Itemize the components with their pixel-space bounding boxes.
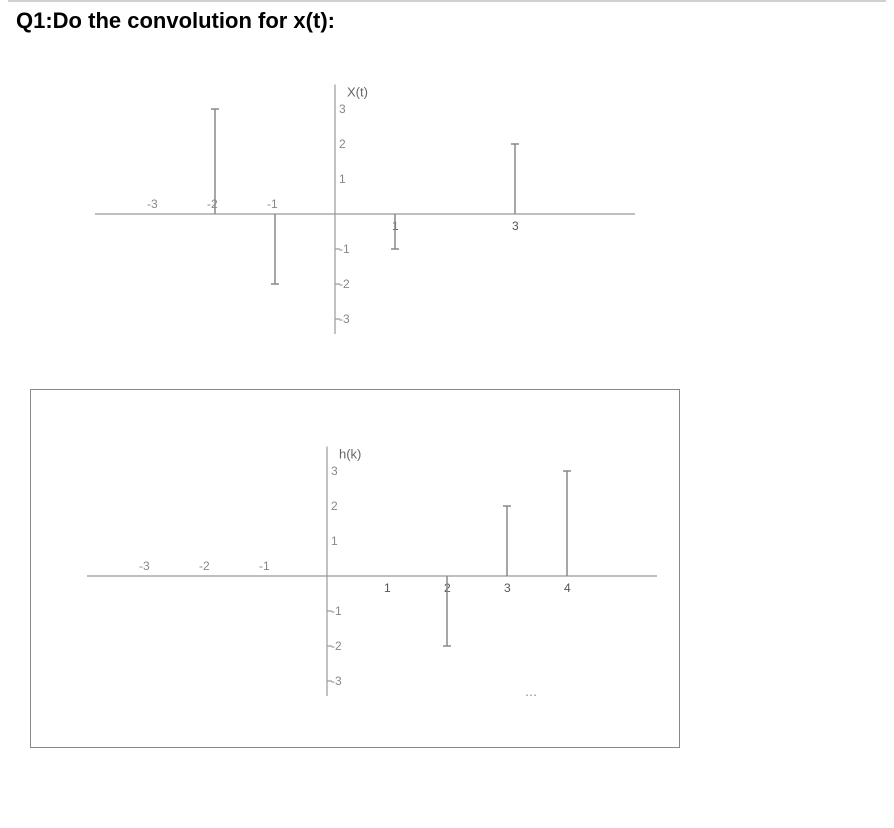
y-tick-label: -3 [331,674,342,688]
y-tick-label: 2 [339,137,346,151]
graph-x-container: X(t)123-1-2-3-3-2-113 [30,44,670,389]
graph-x: X(t)123-1-2-3-3-2-113 [30,44,670,389]
x-tick-label: -1 [267,197,278,211]
x-tick-label: -2 [199,559,210,573]
x-tick-label: -3 [147,197,158,211]
x-tick-label: -2 [207,197,218,211]
x-tick-label: 1 [384,581,391,595]
y-tick-label: 2 [331,499,338,513]
graph-h: h(k)123-1-2-3-3-2-11234⋯ [37,396,673,741]
question-title: Q1:Do the convolution for x(t): [8,6,886,44]
graph-h-box: h(k)123-1-2-3-3-2-11234⋯ [30,389,680,748]
x-tick-label: -1 [259,559,270,573]
y-tick-label: 1 [339,172,346,186]
x-tick-label: 4 [564,581,571,595]
y-tick-label: -2 [339,277,350,291]
y-tick-label: 3 [339,102,346,116]
y-tick-label: 3 [331,464,338,478]
x-tick-label: 3 [504,581,511,595]
top-divider: Q1:Do the convolution for x(t): [8,0,886,44]
ellipsis: ⋯ [525,688,537,702]
x-tick-label: -3 [139,559,150,573]
y-tick-label: -1 [339,242,350,256]
y-tick-label: -2 [331,639,342,653]
y-tick-label: -1 [331,604,342,618]
y-tick-label: 1 [331,534,338,548]
x-tick-label: 3 [512,219,519,233]
graph-title: X(t) [347,85,368,100]
y-tick-label: -3 [339,312,350,326]
graph-title: h(k) [339,447,361,462]
